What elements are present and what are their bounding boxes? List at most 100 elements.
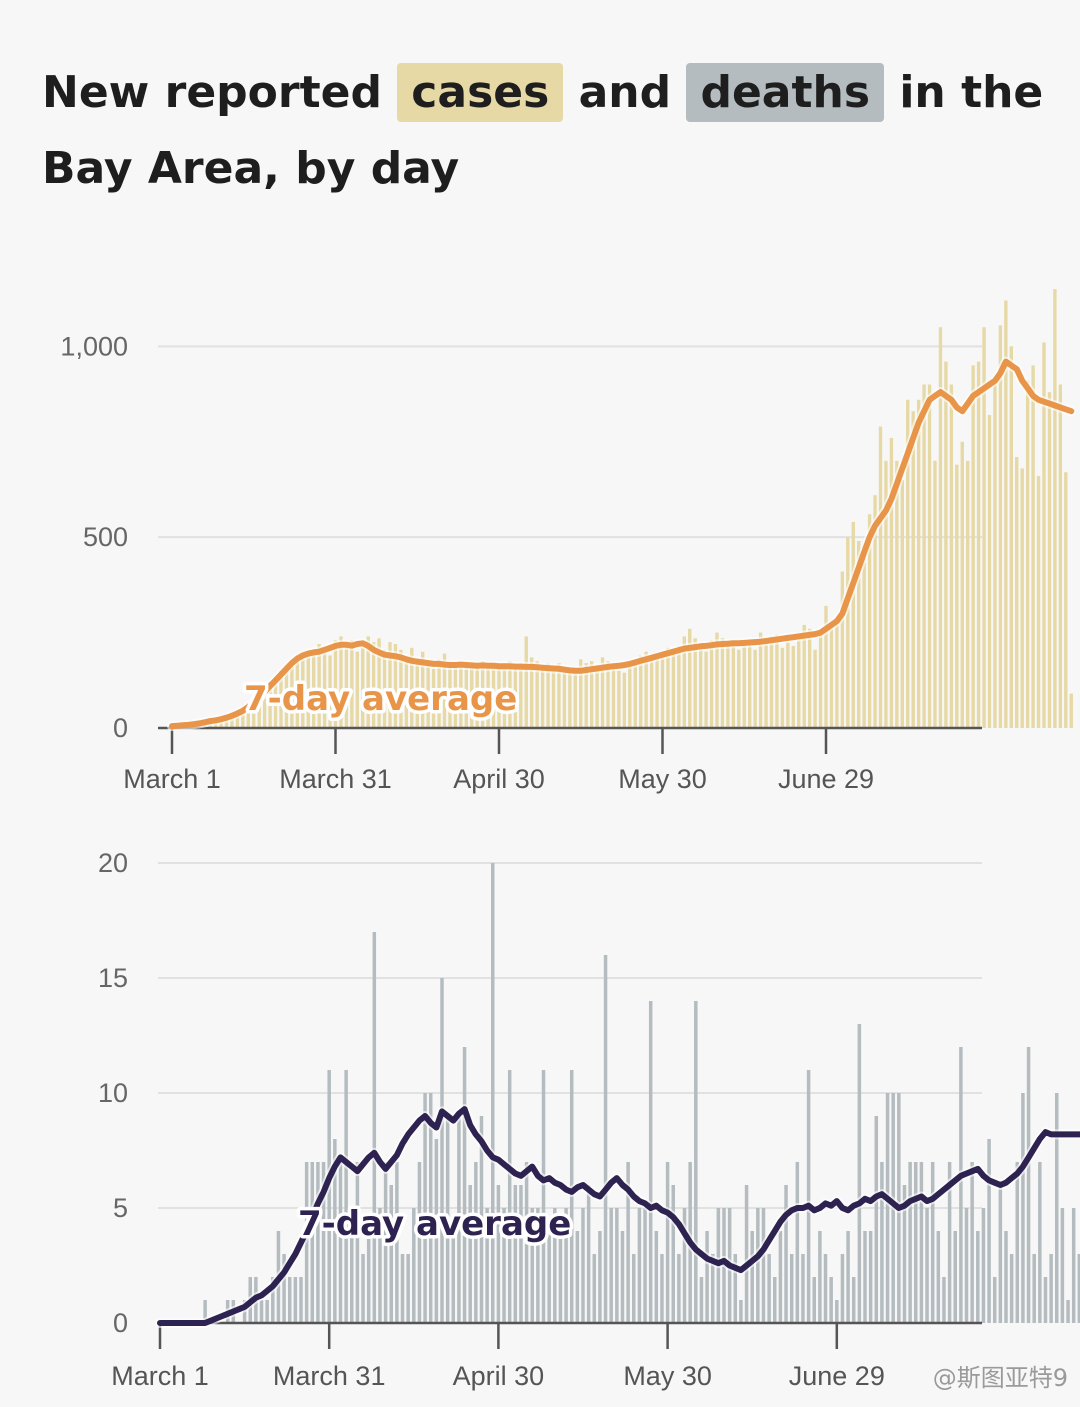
bar [851,521,855,728]
bar [553,1208,557,1323]
bar [742,640,746,728]
bar [350,1231,354,1323]
bar [873,495,877,728]
bar [502,663,507,728]
bar [257,693,261,728]
bar [410,647,414,728]
bar [615,1208,619,1323]
bar [884,460,888,728]
bar [764,644,768,728]
bar [333,1139,337,1323]
bar [273,678,278,728]
bar [806,1070,811,1323]
bar [321,1162,326,1323]
bar [459,665,463,728]
bar [840,571,845,728]
bar [426,661,430,728]
bar [1009,1254,1014,1323]
bar [448,663,452,728]
y-tick-label: 1,000 [60,331,128,361]
bar [801,1254,805,1323]
bar [750,1231,754,1323]
bar [265,1300,269,1323]
bar [682,1208,687,1323]
bar [312,649,316,728]
bar [987,415,992,728]
bar [377,638,381,728]
bar [868,1231,873,1323]
bar [322,647,327,728]
bar [480,661,485,728]
bar [840,1254,845,1323]
bar [767,1254,771,1323]
bar [581,1208,585,1323]
title-part2: and [563,67,687,118]
bar [981,1208,986,1323]
watermark: @斯图亚特9 [932,1364,1068,1392]
bar [780,647,785,728]
bar [339,636,343,728]
bar [693,638,697,728]
bar [705,1231,709,1323]
bar [666,647,670,728]
y-tick-label: 10 [98,1078,128,1108]
avg-line [157,1106,1080,1326]
bar [378,1208,382,1323]
bar [470,666,474,728]
bar [284,665,289,728]
bar [271,1277,275,1323]
bar [671,651,676,728]
bar [1047,392,1052,728]
bar [654,1231,659,1323]
bar [773,1277,777,1323]
bar [497,666,501,728]
bar [558,1231,563,1323]
bar [906,399,910,728]
bar [355,1162,360,1323]
bar [235,710,240,728]
bar [955,464,959,728]
bar [519,663,523,728]
bar [789,1254,794,1323]
bar [698,644,703,728]
bar [617,670,621,728]
bar [644,651,648,728]
bar [442,653,447,728]
bar [1066,1300,1070,1323]
bar [611,666,616,728]
bar [423,1093,427,1323]
bar [1031,365,1035,728]
x-tick-label: March 31 [279,764,392,794]
bar [987,1139,991,1323]
bar [535,661,539,728]
bar [699,1277,704,1323]
bar [428,1093,433,1323]
bar [1021,1093,1025,1323]
bar [867,514,872,728]
bar [739,1300,743,1323]
bar [344,647,349,728]
bar [726,645,730,728]
bar [660,653,665,728]
bar [479,1116,484,1323]
bar [564,1208,568,1323]
x-tick-label: June 29 [778,764,874,794]
bar [603,955,608,1323]
bar [287,1277,292,1323]
bar [791,645,795,728]
bar [846,537,850,728]
bar [818,634,823,728]
y-tick-label: 15 [98,963,128,993]
bar [579,659,583,728]
y-tick-label: 0 [113,713,128,743]
bar [1032,1254,1036,1323]
bar [632,1254,636,1323]
bar [925,1208,929,1323]
bar [908,1162,912,1323]
y-tick-label: 0 [113,1308,128,1338]
bar [775,634,779,728]
bar [395,1162,399,1323]
bar [474,1162,478,1323]
bar [355,651,359,728]
bar [1004,1231,1008,1323]
